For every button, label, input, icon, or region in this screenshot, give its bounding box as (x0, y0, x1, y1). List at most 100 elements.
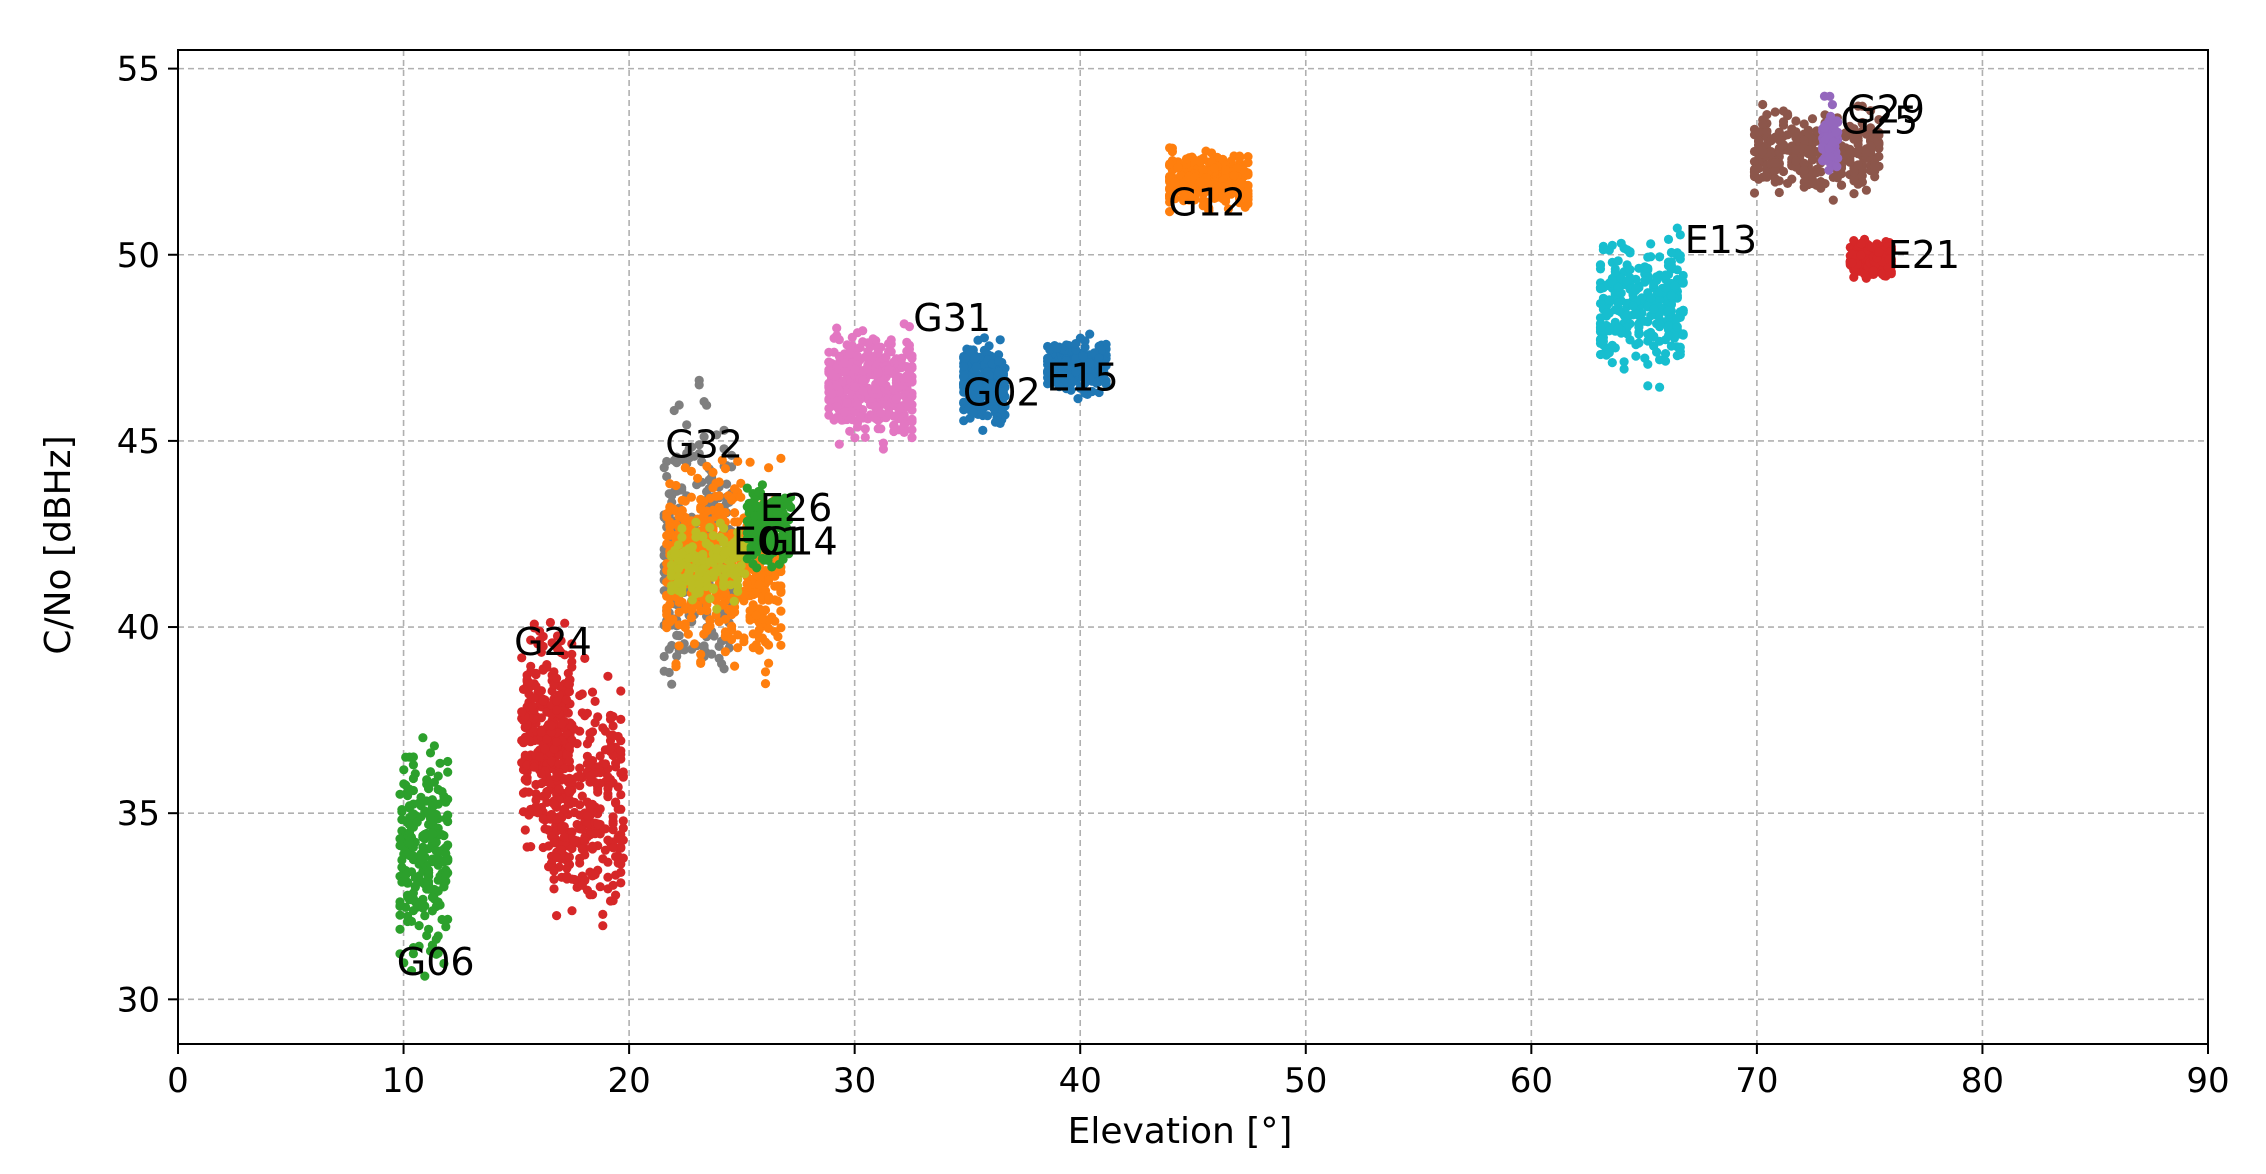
data-point (600, 726, 611, 736)
data-point (554, 645, 564, 655)
data-point (577, 844, 587, 854)
data-point (698, 552, 708, 562)
data-point (1816, 167, 1826, 177)
data-point (520, 736, 530, 746)
satellite-label-E15: E15 (1046, 356, 1118, 400)
data-point (433, 771, 443, 781)
data-point (730, 607, 740, 617)
data-point (562, 863, 572, 874)
data-point (680, 463, 690, 473)
data-point (559, 832, 569, 842)
data-point (429, 741, 439, 751)
data-point (670, 549, 680, 559)
data-point (829, 415, 839, 425)
data-point (959, 371, 969, 381)
data-point (727, 450, 737, 460)
data-point (1050, 360, 1060, 370)
y-tick-label: 55 (117, 50, 160, 90)
data-point (708, 568, 718, 578)
data-point (673, 577, 684, 588)
data-point (531, 789, 541, 799)
data-point (395, 924, 405, 934)
data-point (852, 351, 863, 361)
data-point (403, 911, 413, 921)
data-point (1616, 238, 1626, 248)
data-point (1870, 172, 1880, 182)
data-point (1660, 356, 1671, 366)
data-point (608, 819, 618, 829)
data-point (522, 670, 532, 680)
data-point (1669, 281, 1679, 291)
data-point (1634, 329, 1644, 339)
data-point (858, 375, 868, 385)
data-point (719, 579, 729, 589)
data-point (763, 555, 773, 566)
data-point (1607, 240, 1617, 250)
data-point (708, 483, 718, 493)
data-point (564, 742, 575, 752)
data-point (1604, 295, 1614, 305)
y-axis-label: C/No [dBHz] (38, 435, 79, 654)
data-point (608, 730, 618, 740)
data-point (989, 387, 999, 398)
data-point (552, 911, 562, 921)
data-point (764, 575, 774, 585)
data-point (1643, 381, 1653, 391)
data-point (764, 463, 774, 473)
data-point (1778, 117, 1789, 127)
data-point (535, 626, 545, 636)
data-point (1831, 127, 1841, 137)
data-point (587, 799, 598, 810)
data-point (786, 534, 796, 544)
data-point (1672, 313, 1682, 323)
data-point (696, 494, 706, 505)
data-point (585, 890, 595, 900)
data-points (395, 91, 1896, 981)
data-point (729, 596, 739, 606)
data-point (577, 880, 587, 890)
data-point (1595, 260, 1606, 270)
data-point (1646, 293, 1656, 303)
data-point (832, 323, 842, 333)
series-E15 (1043, 329, 1111, 404)
data-point (726, 560, 736, 571)
data-point (443, 756, 453, 767)
data-point (522, 760, 532, 770)
satellite-label-G12: G12 (1168, 181, 1246, 225)
data-point (1807, 114, 1818, 124)
data-point (742, 516, 752, 526)
data-point (1836, 180, 1847, 190)
data-point (536, 769, 547, 779)
data-point (1646, 252, 1656, 262)
data-point (711, 491, 721, 501)
data-point (959, 361, 969, 371)
data-point (526, 842, 536, 852)
data-point (414, 876, 424, 886)
series-G06 (395, 733, 453, 981)
data-point (557, 822, 567, 832)
data-point (564, 756, 575, 766)
data-point (709, 631, 719, 641)
data-point (1783, 130, 1793, 140)
data-point (824, 347, 834, 357)
data-point (1073, 394, 1083, 404)
data-point (441, 797, 451, 807)
data-point (850, 433, 860, 443)
data-point (546, 727, 557, 737)
data-point (441, 848, 451, 859)
data-point (736, 478, 746, 488)
data-point (1853, 160, 1863, 170)
data-point (1799, 177, 1809, 187)
data-point (839, 358, 850, 368)
data-point (561, 694, 572, 705)
data-point (557, 845, 567, 855)
data-point (590, 696, 600, 707)
data-point (554, 784, 564, 794)
data-point (667, 679, 677, 689)
data-point (714, 641, 724, 652)
data-point (585, 728, 595, 738)
data-point (605, 896, 616, 906)
data-point (406, 966, 417, 976)
data-point (970, 353, 980, 363)
